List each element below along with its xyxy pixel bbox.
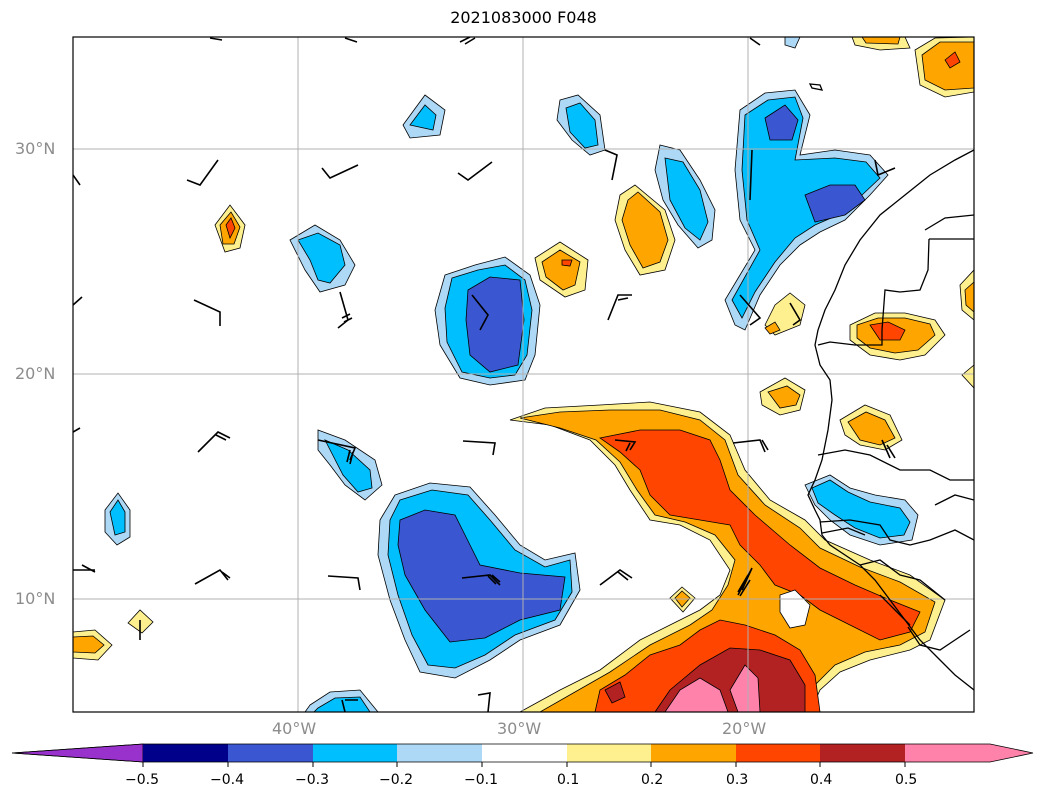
map-title: 2021083000 F048 — [450, 8, 597, 27]
colorbar-segment-neg0.2-neg0.1 — [397, 744, 482, 762]
colorbar-tick-neg0.2: −0.2 — [379, 772, 413, 788]
colorbar — [11, 743, 1034, 767]
colorbar-segment-neg0.4-neg0.3 — [228, 744, 313, 762]
colorbar-segment-0.1-0.2 — [567, 744, 651, 762]
map-frame — [72, 36, 975, 713]
colorbar-tick-neg0.3: −0.3 — [295, 772, 329, 788]
colorbar-tick-neg0.1: −0.1 — [464, 772, 498, 788]
colorbar-tick-0.3: 0.3 — [726, 772, 749, 788]
colorbar-tick-0.1: 0.1 — [557, 772, 580, 788]
lon-label-20w: 20°W — [722, 719, 767, 738]
lat-label-20n: 20°N — [15, 364, 56, 383]
colorbar-segment-gt-0.5 — [905, 744, 1033, 762]
colorbar-tick-neg0.4: −0.4 — [210, 772, 244, 788]
colorbar-tick-neg0.5: −0.5 — [125, 772, 159, 788]
colorbar-tick-0.4: 0.4 — [810, 772, 833, 788]
lon-label-30w: 30°W — [497, 719, 542, 738]
colorbar-segment-0.2-0.3 — [651, 744, 736, 762]
lat-label-30n: 30°N — [15, 139, 56, 158]
colorbar-tick-0.2: 0.2 — [641, 772, 664, 788]
wind-barbs — [73, 37, 896, 712]
colorbar-segment-0.3-0.4 — [736, 744, 820, 762]
lat-label-10n: 10°N — [15, 589, 56, 608]
negative-contours — [104, 37, 919, 712]
colorbar-segment-lt-neg0.5 — [11, 743, 144, 763]
lon-label-40w: 40°W — [272, 719, 317, 738]
map-area — [73, 37, 974, 712]
colorbar-segment-0.4-0.5 — [820, 744, 905, 762]
colorbar-segment-neg0.1-0.1 — [482, 744, 567, 762]
colorbar-segment-neg0.3-neg0.2 — [313, 744, 397, 762]
coastline — [807, 83, 974, 691]
gridlines — [73, 37, 974, 712]
colorbar-segment-neg0.5-neg0.4 — [143, 744, 228, 762]
colorbar-tick-0.5: 0.5 — [895, 772, 918, 788]
